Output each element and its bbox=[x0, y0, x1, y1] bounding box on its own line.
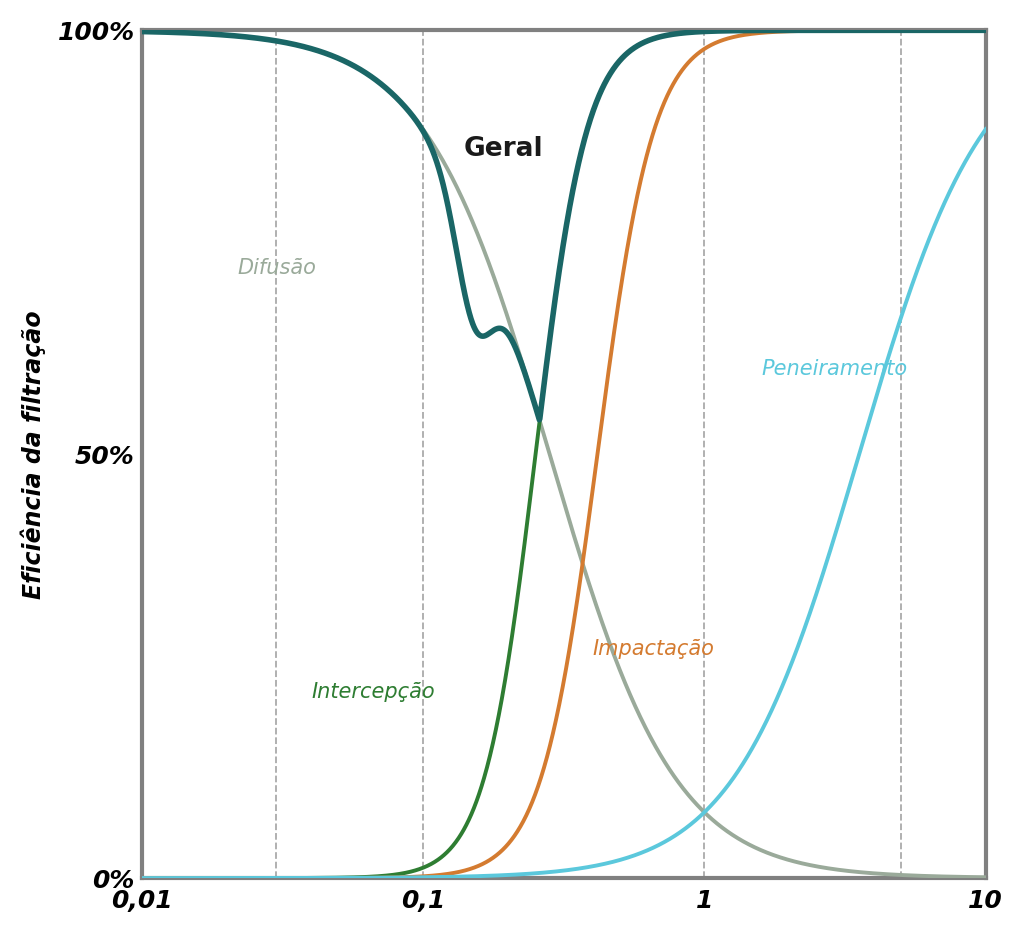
Y-axis label: Eficiência da filtração: Eficiência da filtração bbox=[20, 310, 46, 599]
Text: Intercepção: Intercepção bbox=[311, 682, 434, 701]
Text: Geral: Geral bbox=[464, 136, 544, 162]
Text: Difusão: Difusão bbox=[238, 258, 316, 277]
Text: Peneiramento: Peneiramento bbox=[762, 360, 908, 379]
Text: Impactação: Impactação bbox=[592, 639, 715, 659]
